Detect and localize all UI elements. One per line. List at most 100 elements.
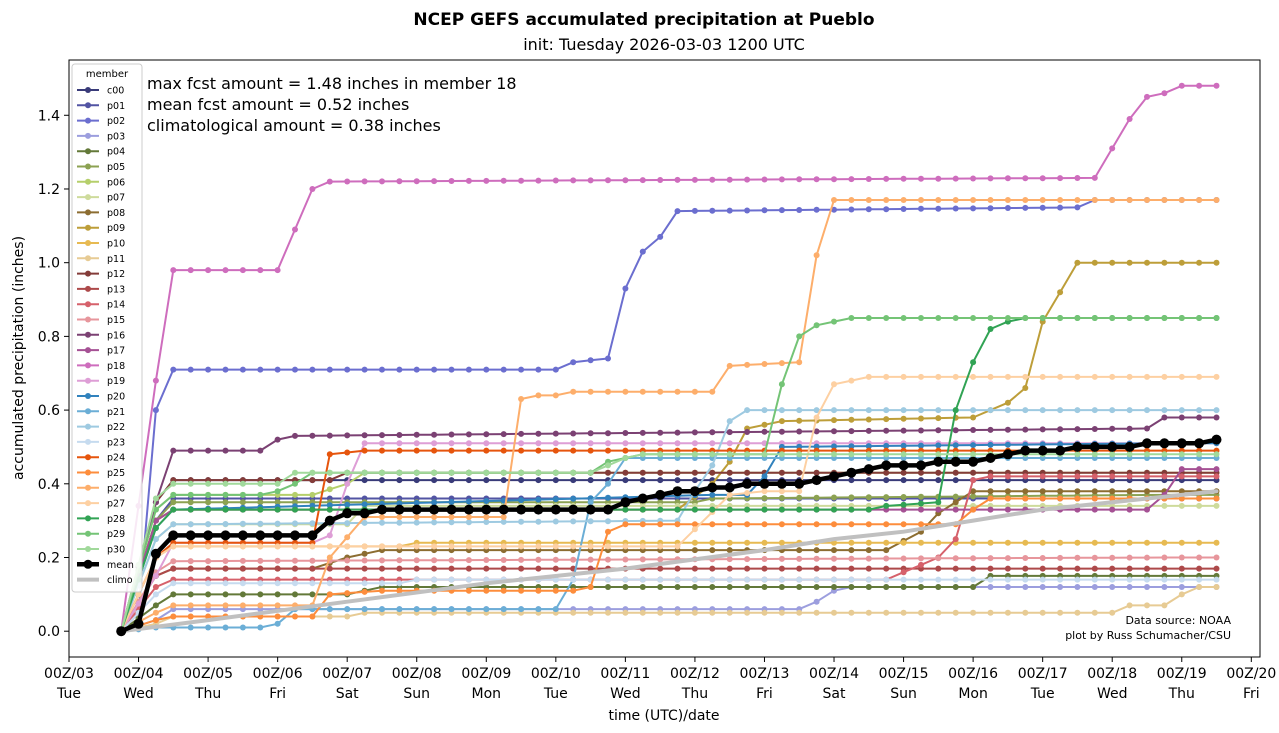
data-point: [239, 267, 246, 274]
data-point: [535, 543, 542, 550]
data-point: [1091, 584, 1098, 590]
series-line-p26: [120, 199, 1217, 633]
data-point: [987, 441, 994, 448]
data-point: [587, 469, 594, 476]
data-point: [570, 495, 577, 502]
legend-label: climo: [107, 575, 133, 586]
data-point: [431, 565, 438, 572]
data-point: [326, 543, 333, 550]
data-point: [396, 469, 403, 476]
data-point: [918, 521, 924, 528]
data-point: [952, 205, 959, 212]
data-point: [970, 373, 977, 380]
mean-point: [237, 530, 248, 541]
legend-marker: [85, 301, 91, 308]
data-point: [605, 584, 611, 590]
legend-marker: [85, 408, 91, 415]
x-tick-label-time: 00Z/11: [600, 666, 650, 682]
data-point: [344, 590, 351, 597]
data-point: [726, 176, 733, 183]
data-point: [1161, 315, 1168, 321]
data-point: [309, 613, 316, 620]
data-point: [639, 506, 646, 513]
data-point: [326, 580, 333, 587]
data-point: [292, 226, 298, 233]
x-tick-label-day: Thu: [681, 686, 708, 702]
data-point: [935, 565, 942, 572]
data-point: [970, 539, 977, 546]
data-point: [1022, 565, 1029, 572]
data-point: [1057, 473, 1064, 480]
legend-marker: [85, 515, 91, 522]
x-tick-label-day: Tue: [1030, 686, 1055, 702]
data-point: [605, 609, 611, 616]
data-point: [587, 584, 594, 590]
data-point: [1074, 259, 1081, 266]
data-point: [848, 206, 855, 213]
data-point: [344, 534, 351, 541]
data-point: [379, 543, 385, 550]
data-point: [1074, 584, 1081, 590]
data-point: [778, 565, 785, 572]
data-point: [239, 591, 246, 598]
data-point: [605, 576, 611, 583]
data-point: [1022, 385, 1029, 391]
data-point: [239, 480, 246, 487]
data-point: [205, 591, 212, 598]
data-point: [152, 407, 159, 414]
data-point: [987, 584, 994, 590]
x-axis-label: time (UTC)/date: [608, 708, 719, 724]
data-point: [918, 175, 924, 182]
data-point: [1074, 506, 1081, 513]
data-point: [361, 440, 368, 447]
data-point: [431, 514, 438, 520]
series-mean: [116, 434, 1222, 637]
mean-point: [168, 530, 179, 541]
series-line-climo: [119, 489, 1219, 634]
data-point: [952, 427, 959, 434]
data-point: [1213, 82, 1220, 89]
legend-marker: [85, 484, 91, 491]
data-point: [309, 565, 316, 572]
data-point: [152, 536, 159, 543]
data-point: [744, 490, 751, 496]
data-point: [570, 359, 577, 366]
data-point: [587, 556, 594, 563]
data-point: [622, 506, 629, 513]
data-point: [796, 609, 803, 616]
data-point: [831, 407, 837, 414]
data-point: [170, 366, 177, 373]
data-point: [1213, 373, 1220, 380]
data-point: [831, 565, 837, 572]
data-point: [778, 584, 785, 590]
data-point: [1196, 576, 1203, 583]
data-point: [448, 447, 455, 454]
data-point: [309, 491, 316, 498]
data-point: [952, 609, 959, 616]
data-point: [970, 451, 977, 458]
data-point: [709, 547, 716, 554]
data-point: [691, 584, 698, 590]
data-point: [657, 440, 664, 447]
data-point: [187, 491, 194, 498]
data-point: [448, 565, 455, 572]
data-point: [1074, 539, 1081, 546]
data-point: [309, 506, 316, 513]
data-point: [274, 620, 281, 627]
data-point: [152, 602, 159, 609]
data-point: [622, 430, 629, 436]
data-point: [691, 477, 698, 484]
data-point: [813, 598, 820, 605]
data-point: [239, 447, 246, 454]
data-point: [1057, 495, 1064, 502]
data-point: [535, 518, 542, 525]
data-point: [431, 606, 438, 613]
data-point: [1178, 466, 1185, 473]
data-point: [1144, 576, 1150, 583]
legend-label: p06: [107, 177, 125, 188]
data-point: [1144, 407, 1150, 414]
data-point: [483, 447, 490, 454]
data-point: [570, 518, 577, 525]
data-point: [987, 488, 994, 495]
data-point: [326, 469, 333, 476]
